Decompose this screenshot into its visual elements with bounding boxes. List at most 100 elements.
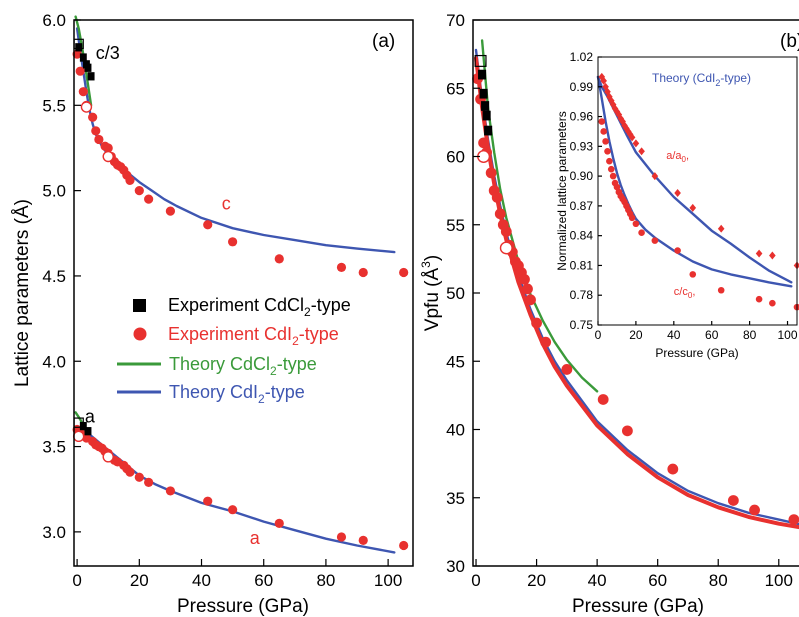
lattice-series-experiment-cdi2-type-a-point (134, 472, 144, 482)
volume-series-experiment-cdi2-type-point (788, 514, 799, 525)
legend-marker-circle (133, 327, 147, 341)
lattice-series-experiment-cdcl2-type-a-point (84, 427, 92, 436)
volume-y-tick-label: 35 (446, 489, 465, 508)
inset-series-experiment-a-a0-point (623, 124, 630, 133)
inset-series-experiment-c-c0-point (674, 247, 681, 254)
volume-x-tick-label: 20 (527, 571, 546, 590)
inset-plot-area: a/a0, c/c0, (596, 72, 799, 311)
volume-series-experiment-cdi2-type-point (519, 273, 530, 285)
lattice-y-tick-label: 5.5 (42, 96, 66, 115)
lattice-y-tick-label: 5.0 (42, 182, 66, 201)
lattice-series-experiment-cdi2-type-c-3-point (228, 237, 238, 247)
inset-y-tick-label: 0.84 (570, 229, 594, 243)
volume-series-experiment-cdi2-type-point (622, 425, 633, 437)
volume-y-tick-label: 55 (446, 216, 465, 235)
volume-x-tick-label: 40 (588, 571, 607, 590)
inset-series-experiment-c-c0-point (598, 118, 606, 125)
lattice-series-experiment-cdi2-type-a-point (144, 477, 154, 487)
legend-entry-experiment-cdcl2: Experiment CdCl2-type (133, 295, 351, 319)
inset-series-experiment-a-a0-point (613, 107, 621, 116)
volume-x-axis-title: Pressure (GPa) (572, 596, 704, 617)
inset-series-experiment-c-c0-point (607, 165, 615, 173)
lattice-series-experiment-cdi2-type-c-3-point (94, 134, 104, 145)
inset-x-tick-label: 80 (743, 328, 757, 342)
legend-label: Theory CdI2-type (169, 382, 305, 406)
inset-annotation: c/c0, (674, 286, 696, 300)
lattice-annotation: a (250, 528, 261, 548)
inset-y-tick-label: 0.99 (570, 80, 594, 94)
inset-series-experiment-c-c0 (598, 118, 799, 311)
volume-series-experiment-cdi2-type-point (491, 192, 503, 203)
inset-normalized-lattice: a/a0,c/c0, 0 20 40 60 80 1000.750.780.810.840… (555, 50, 799, 360)
inset-series-experiment-a-a0-point (628, 133, 636, 142)
lattice-series-experiment-cdi2-type-open-a-point (72, 430, 85, 443)
volume-x-tick-label: 0 (471, 571, 480, 590)
legend-label: Experiment CdI2-type (168, 324, 339, 348)
volume-axes: 0 20 40 60 80 100 30 35 40 45 50 55 60 65 70 (446, 11, 793, 590)
lattice-series-experiment-cdi2-type-a-point (336, 532, 347, 542)
lattice-series-theory-cdi2-type-c-3 (75, 27, 396, 254)
inset-y-axis-title: Normalized lattice parameters (555, 111, 569, 270)
volume-x-tick-label: 100 (765, 571, 793, 590)
volume-series-experiment-cdi2-type-open-point (499, 241, 513, 255)
panel-volume: 0 20 40 60 80 100 30 35 40 45 50 55 60 65 70 (b) Press… (419, 11, 799, 617)
lattice-series-experiment-cdi2-type-c-3 (72, 49, 409, 278)
lattice-x-axis-title: Pressure (GPa) (177, 596, 309, 617)
lattice-series-experiment-cdi2-type-a-point (274, 518, 284, 528)
lattice-y-tick-label: 6.0 (42, 11, 66, 30)
lattice-series-experiment-cdi2-type-a-point (399, 540, 409, 551)
volume-series-experiment-cdi2-type-point (597, 394, 609, 405)
inset-y-tick-label: 0.78 (570, 288, 594, 302)
inset-series-experiment-a-a0-point (651, 172, 659, 181)
inset-series-experiment-a-a0 (598, 72, 799, 270)
legend-marker-square (133, 299, 146, 312)
volume-series-experiment-cdcl2-type-point (481, 101, 490, 111)
inset-background (598, 57, 797, 325)
lattice-x-tick-label: 40 (192, 571, 211, 590)
volume-series-experiment-cdi2-type-point (531, 317, 542, 329)
inset-x-tick-label: 20 (629, 328, 643, 342)
inset-series-experiment-c-c0-point (651, 237, 659, 244)
volume-y-tick-label: 30 (446, 557, 465, 576)
volume-series-experiment-cdcl2-type-point (484, 125, 493, 136)
volume-series-experiment-cdi2-type-open (477, 149, 513, 255)
lattice-y-tick-label: 3.0 (42, 523, 66, 542)
inset-series-experiment-a-a0-point (674, 189, 681, 197)
inset-series-experiment-c-c0-point (609, 172, 617, 180)
inset-series-experiment-a-a0-point (604, 87, 611, 96)
legend-entry-theory-cdcl2: Theory CdCl2-type (117, 354, 317, 378)
inset-series-experiment-a-a0-point (621, 121, 628, 130)
lattice-series-experiment-cdi2-type-c-3-point (144, 194, 154, 204)
lattice-series-experiment-cdi2-type-open-a (72, 430, 114, 463)
lattice-series-experiment-cdi2-type-c-3-point (274, 254, 284, 264)
lattice-plot-frame (73, 19, 414, 567)
legend-entry-theory-cdi2: Theory CdI2-type (117, 382, 305, 406)
lattice-series-experiment-cdi2-type-c-3-point (125, 175, 135, 185)
lattice-y-tick-label: 4.5 (42, 267, 66, 286)
lattice-series-experiment-cdcl2-type-c-3-point (84, 63, 92, 72)
volume-y-axis-title: Vpfu (Å3) (419, 255, 443, 331)
lattice-series-experiment-cdcl2-type-c-3-point (79, 53, 87, 62)
inset-series-experiment-c-c0-point (689, 271, 697, 278)
volume-series-experiment-cdi2-type-point (561, 364, 573, 375)
lattice-series-experiment-cdi2-type-c-3-point (72, 49, 82, 59)
lattice-series-experiment-cdi2-type-a-point (228, 505, 238, 515)
lattice-series-experiment-cdi2-type-c-3-point (134, 186, 144, 196)
volume-series-experiment-cdcl2-type-point (478, 69, 487, 80)
lattice-series-experiment-cdi2-type-c-3-point (78, 87, 88, 97)
volume-series-experiment-cdi2-type-point (727, 495, 739, 506)
inset-y-tick-label: 0.81 (570, 258, 594, 272)
inset-series-experiment-a-a0-point (769, 251, 776, 260)
inset-series-experiment-a-a0-point (717, 224, 725, 233)
panel-label-b: (b) (780, 31, 799, 52)
inset-x-tick-label: 60 (705, 328, 719, 342)
inset-y-tick-label: 0.90 (570, 169, 594, 183)
volume-series-experiment-cdi2-type-point (494, 208, 506, 220)
lattice-series-experiment-cdi2-type-open-c-3-point (102, 150, 114, 163)
volume-series-experiment-cdi2-type-point (485, 167, 497, 179)
volume-series-experiment-cdcl2-type-point (479, 88, 488, 99)
lattice-series-experiment-cdi2-type-c-3-point (203, 220, 213, 230)
volume-series-experiment-cdcl2-type (478, 69, 493, 136)
panel-label-a: (a) (372, 31, 395, 52)
